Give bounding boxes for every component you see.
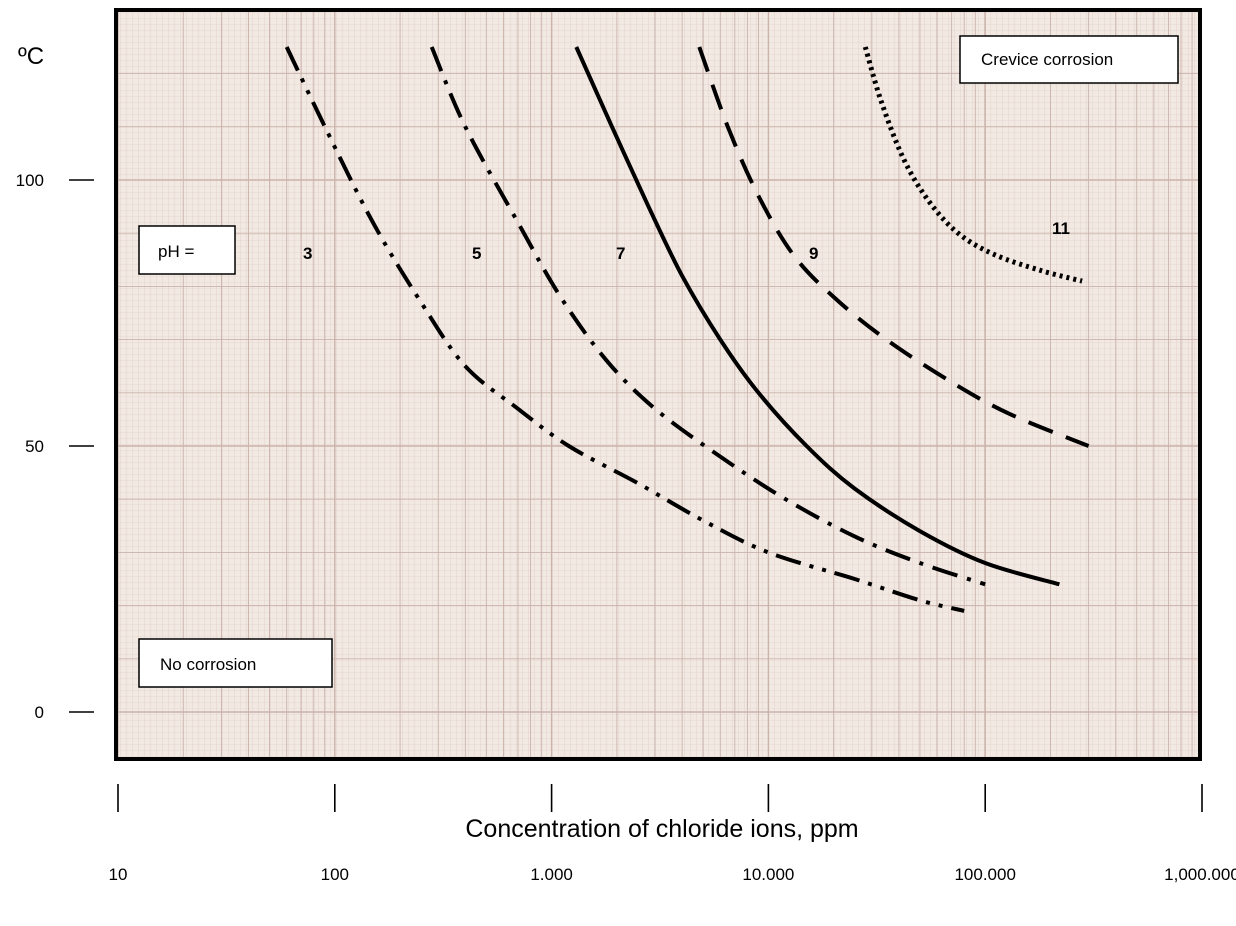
no-corrosion-box: No corrosion	[138, 638, 333, 688]
y-tick-label: 0	[35, 703, 44, 722]
x-tick-label: 100.000	[954, 865, 1015, 884]
series-line-ph-5	[429, 46, 986, 587]
ph-prefix-label: pH =	[158, 242, 194, 261]
series-line-ph-9	[697, 46, 1090, 448]
series-label-ph-3: 3	[303, 244, 312, 263]
y-tick-label: 50	[25, 437, 44, 456]
series-label-ph-9: 9	[809, 244, 818, 263]
no-corrosion-label: No corrosion	[160, 655, 256, 674]
series-label-ph-5: 5	[472, 244, 481, 263]
plot-area	[116, 10, 1200, 759]
x-tick-label: 1,000.000	[1164, 865, 1236, 884]
series-label-ph-11: 11	[1052, 219, 1070, 238]
ph-box: pH =	[138, 225, 236, 275]
crevice-corrosion-label: Crevice corrosion	[981, 50, 1113, 69]
x-tick-label: 1.000	[530, 865, 573, 884]
series-line-ph-7	[574, 46, 1060, 587]
x-tick-label: 10.000	[742, 865, 794, 884]
y-tick-label: 100	[16, 171, 44, 190]
series-line-ph-3	[284, 46, 965, 613]
grid	[114, 8, 1202, 761]
plot-grid-minor	[116, 10, 1200, 759]
crevice-corrosion-box: Crevice corrosion	[959, 35, 1179, 84]
plot-border	[114, 8, 1202, 761]
series-line-ph-11	[862, 46, 1083, 284]
x-tick-label: 10	[109, 865, 128, 884]
x-tick-label: 100	[321, 865, 349, 884]
series-labels: 3 5 7 9 11	[303, 219, 1070, 263]
series-layer	[284, 46, 1090, 613]
series-label-ph-7: 7	[616, 244, 625, 263]
axes: 10 100 1.000 10.000 100.000 1,000.000 0 50 100	[16, 171, 1236, 884]
x-axis-label: Concentration of chloride ions, ppm	[465, 815, 858, 843]
y-unit-label: ºC	[18, 43, 44, 70]
